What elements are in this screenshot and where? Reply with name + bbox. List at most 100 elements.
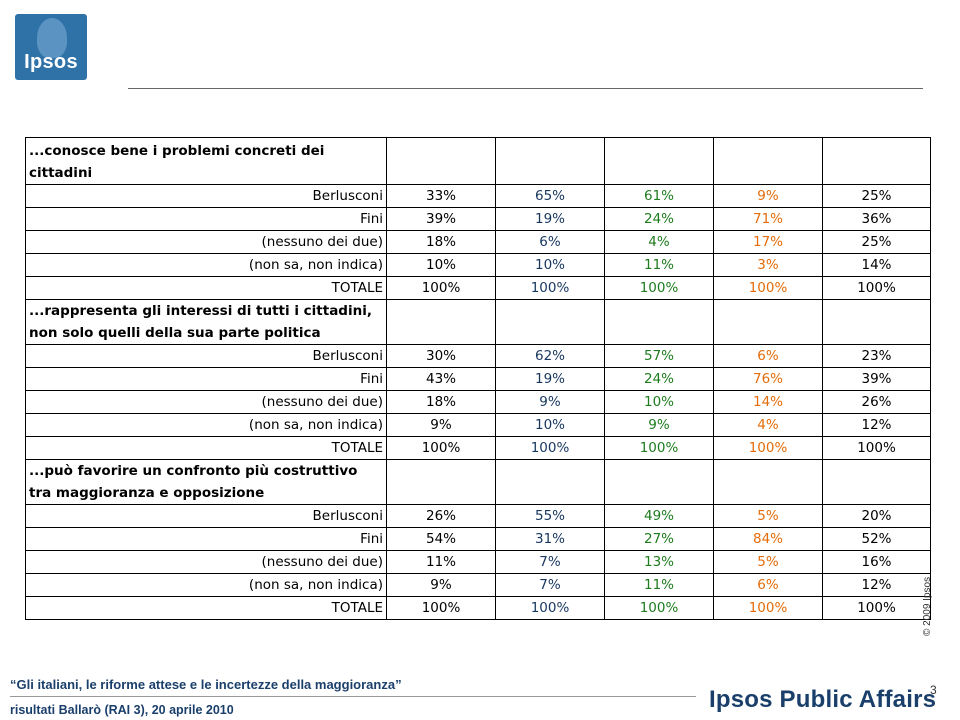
value-cell: 6% bbox=[713, 573, 823, 597]
value-cell: 9% bbox=[386, 413, 496, 437]
value-cell: 71% bbox=[713, 207, 823, 231]
value-cell: 11% bbox=[604, 573, 714, 597]
value-cell: 57% bbox=[604, 344, 714, 368]
table-row: (nessuno dei due) 11% 7% 13% 5% 16% bbox=[25, 550, 931, 574]
value-cell: 5% bbox=[713, 550, 823, 574]
section-header-row: ...rappresenta gli interessi di tutti i … bbox=[25, 299, 931, 345]
footer-subtitle: risultati Ballarò (RAI 3), 20 aprile 201… bbox=[10, 703, 234, 717]
value-cell: 39% bbox=[822, 367, 931, 391]
empty-header-cell bbox=[713, 299, 823, 345]
value-cell: 39% bbox=[386, 207, 496, 231]
value-cell: 14% bbox=[822, 253, 931, 277]
value-cell: 30% bbox=[386, 344, 496, 368]
header-divider bbox=[128, 88, 923, 89]
empty-header-cell bbox=[604, 299, 714, 345]
value-cell: 65% bbox=[495, 184, 605, 208]
value-cell: 55% bbox=[495, 504, 605, 528]
value-cell: 100% bbox=[495, 276, 605, 300]
value-cell: 52% bbox=[822, 527, 931, 551]
value-cell: 54% bbox=[386, 527, 496, 551]
empty-header-cell bbox=[822, 137, 931, 185]
empty-header-cell bbox=[604, 459, 714, 505]
row-label: (non sa, non indica) bbox=[25, 573, 387, 597]
empty-header-cell bbox=[495, 299, 605, 345]
value-cell: 12% bbox=[822, 573, 931, 597]
empty-header-cell bbox=[495, 459, 605, 505]
table-row: TOTALE 100% 100% 100% 100% 100% bbox=[25, 436, 931, 460]
table-row: Berlusconi 26% 55% 49% 5% 20% bbox=[25, 504, 931, 528]
value-cell: 100% bbox=[604, 596, 714, 620]
value-cell: 9% bbox=[495, 390, 605, 414]
ipsos-logo: Ipsos bbox=[15, 14, 87, 80]
value-cell: 26% bbox=[822, 390, 931, 414]
value-cell: 62% bbox=[495, 344, 605, 368]
section-title: ...rappresenta gli interessi di tutti i … bbox=[25, 299, 387, 345]
empty-header-cell bbox=[713, 137, 823, 185]
value-cell: 12% bbox=[822, 413, 931, 437]
value-cell: 33% bbox=[386, 184, 496, 208]
row-label: Berlusconi bbox=[25, 184, 387, 208]
row-label: Fini bbox=[25, 367, 387, 391]
row-label: (non sa, non indica) bbox=[25, 253, 387, 277]
section-title: ...conosce bene i problemi concreti dei … bbox=[25, 137, 387, 185]
value-cell: 26% bbox=[386, 504, 496, 528]
value-cell: 3% bbox=[713, 253, 823, 277]
value-cell: 6% bbox=[713, 344, 823, 368]
value-cell: 27% bbox=[604, 527, 714, 551]
value-cell: 6% bbox=[495, 230, 605, 254]
value-cell: 100% bbox=[822, 276, 931, 300]
value-cell: 100% bbox=[495, 596, 605, 620]
empty-header-cell bbox=[495, 137, 605, 185]
value-cell: 4% bbox=[713, 413, 823, 437]
value-cell: 18% bbox=[386, 230, 496, 254]
row-label: Fini bbox=[25, 527, 387, 551]
value-cell: 43% bbox=[386, 367, 496, 391]
row-label: TOTALE bbox=[25, 276, 387, 300]
row-label: (non sa, non indica) bbox=[25, 413, 387, 437]
row-label: (nessuno dei due) bbox=[25, 550, 387, 574]
footer-title: “Gli italiani, le riforme attese e le in… bbox=[10, 677, 402, 692]
section-header-row: ...conosce bene i problemi concreti dei … bbox=[25, 137, 931, 185]
value-cell: 100% bbox=[822, 596, 931, 620]
empty-header-cell bbox=[604, 137, 714, 185]
table-row: Fini 54% 31% 27% 84% 52% bbox=[25, 527, 931, 551]
brand-name: Ipsos Public Affairs bbox=[709, 686, 937, 713]
empty-header-cell bbox=[713, 459, 823, 505]
value-cell: 36% bbox=[822, 207, 931, 231]
value-cell: 10% bbox=[495, 253, 605, 277]
value-cell: 49% bbox=[604, 504, 714, 528]
value-cell: 23% bbox=[822, 344, 931, 368]
value-cell: 24% bbox=[604, 367, 714, 391]
table-row: (nessuno dei due) 18% 9% 10% 14% 26% bbox=[25, 390, 931, 414]
value-cell: 61% bbox=[604, 184, 714, 208]
table-row: Berlusconi 30% 62% 57% 6% 23% bbox=[25, 344, 931, 368]
table-row: Fini 39% 19% 24% 71% 36% bbox=[25, 207, 931, 231]
head-silhouette-icon bbox=[37, 18, 67, 58]
copyright-notice: © 2009 Ipsos bbox=[922, 576, 933, 636]
row-label: Fini bbox=[25, 207, 387, 231]
value-cell: 100% bbox=[604, 276, 714, 300]
value-cell: 25% bbox=[822, 184, 931, 208]
row-label: Berlusconi bbox=[25, 344, 387, 368]
empty-header-cell bbox=[822, 299, 931, 345]
value-cell: 100% bbox=[822, 436, 931, 460]
row-label: Berlusconi bbox=[25, 504, 387, 528]
value-cell: 31% bbox=[495, 527, 605, 551]
row-label: TOTALE bbox=[25, 436, 387, 460]
value-cell: 100% bbox=[713, 596, 823, 620]
empty-header-cell bbox=[386, 299, 496, 345]
value-cell: 100% bbox=[495, 436, 605, 460]
table-row: Berlusconi 33% 65% 61% 9% 25% bbox=[25, 184, 931, 208]
value-cell: 100% bbox=[386, 436, 496, 460]
table-row: (non sa, non indica) 9% 7% 11% 6% 12% bbox=[25, 573, 931, 597]
empty-header-cell bbox=[822, 459, 931, 505]
table-row: (nessuno dei due) 18% 6% 4% 17% 25% bbox=[25, 230, 931, 254]
value-cell: 16% bbox=[822, 550, 931, 574]
value-cell: 5% bbox=[713, 504, 823, 528]
value-cell: 19% bbox=[495, 207, 605, 231]
value-cell: 24% bbox=[604, 207, 714, 231]
value-cell: 10% bbox=[604, 390, 714, 414]
value-cell: 9% bbox=[713, 184, 823, 208]
value-cell: 11% bbox=[604, 253, 714, 277]
logo-text: Ipsos bbox=[24, 51, 78, 73]
